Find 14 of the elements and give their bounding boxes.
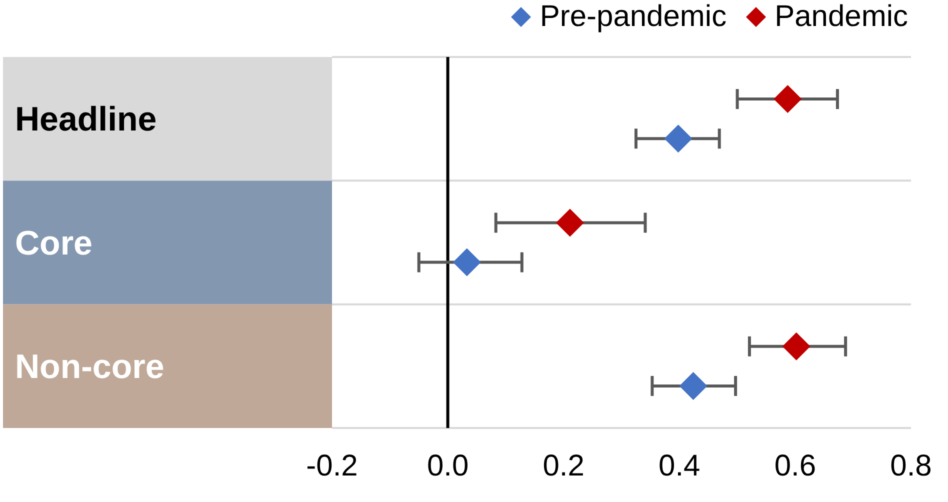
x-tick-label: 0.2 <box>542 449 584 482</box>
label-panel: Headline <box>3 57 332 181</box>
legend-label: Pandemic <box>774 0 908 34</box>
x-tick-label: 0.0 <box>426 449 469 482</box>
label-panel: Non-core <box>3 304 332 428</box>
y-tick-label: Headline <box>15 100 157 139</box>
x-tick-label: -0.2 <box>306 449 358 482</box>
label-panel: Core <box>3 180 332 304</box>
x-tick-label: 0.6 <box>774 449 816 482</box>
x-tick-label: 0.4 <box>658 449 700 482</box>
legend-label: Pre-pandemic <box>540 0 727 34</box>
x-tick-label: 0.8 <box>890 449 932 482</box>
y-tick-label: Non-core <box>15 348 164 386</box>
y-tick-label: Core <box>15 224 92 262</box>
